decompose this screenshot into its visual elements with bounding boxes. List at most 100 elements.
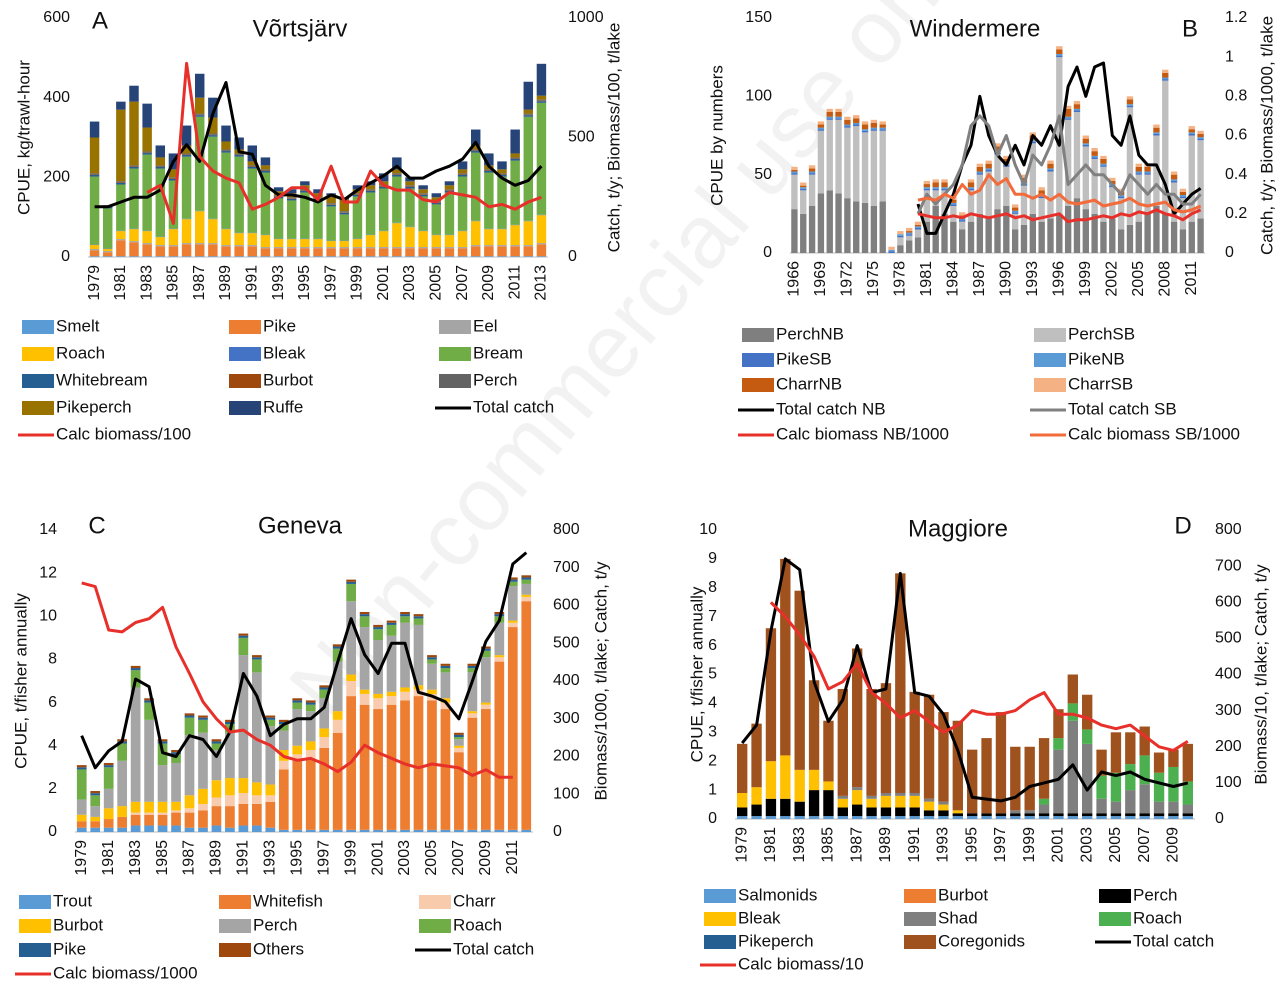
bar-segment [168, 178, 179, 181]
bar-segment [194, 243, 205, 245]
bar-segment [157, 812, 168, 815]
bar-segment [305, 711, 316, 742]
bar-segment [897, 235, 904, 238]
bar-segment [440, 663, 451, 666]
bar-segment [826, 190, 833, 253]
bar-segment [144, 702, 154, 720]
bar-segment [1126, 99, 1134, 105]
bar-segment [1188, 129, 1195, 133]
bar-segment [484, 172, 494, 229]
bar-segment [260, 170, 271, 173]
bar-segment [346, 681, 356, 697]
legend-swatch [439, 374, 471, 388]
bar-segment [252, 825, 262, 832]
bar-segment [116, 240, 126, 257]
bar-segment [853, 122, 860, 125]
bar-segment [300, 189, 310, 191]
bar-segment [880, 807, 892, 817]
bar-segment [1100, 163, 1107, 166]
bar-segment [1144, 171, 1151, 174]
line-series [80, 551, 528, 770]
bar-segment [1073, 112, 1081, 199]
bar-segment [507, 579, 518, 582]
bar-segment [895, 573, 906, 793]
bar-segment [238, 635, 249, 638]
bar-segment [208, 135, 218, 137]
line-series [94, 81, 543, 209]
bar-segment [967, 190, 975, 222]
bar-segment [510, 246, 520, 257]
y2-axis-label: Catch, t/y; Biomass/100, t/lake [604, 23, 623, 253]
bar-segment [1135, 166, 1142, 172]
bar-segment [247, 165, 258, 167]
bar-segment [897, 237, 904, 246]
bar-segment [211, 743, 222, 751]
x-tick-label: 1975 [865, 261, 882, 297]
bar-segment [1188, 221, 1195, 253]
bar-segment [234, 245, 244, 247]
bar-segment [853, 201, 860, 253]
bar-segment [198, 719, 208, 733]
bar-segment [286, 239, 297, 248]
bar-segment [1153, 124, 1160, 128]
bar-segment [888, 246, 895, 250]
bar-segment [866, 795, 877, 799]
bar-segment [431, 247, 442, 249]
bar-segment [130, 814, 141, 826]
bar-segment [365, 247, 376, 249]
bar-segment [852, 648, 863, 788]
bar-segment [914, 227, 922, 230]
bar-segment [252, 672, 262, 783]
bar-segment [1047, 168, 1054, 170]
bar-segment [359, 829, 370, 832]
bar-segment [129, 101, 139, 166]
legend-label: Calc biomass SB/1000 [1068, 424, 1240, 443]
bar-segment [494, 655, 505, 658]
bar-segment [292, 760, 303, 830]
bar-segment [386, 829, 397, 832]
legend-swatch [1099, 912, 1131, 926]
bar-segment [1056, 55, 1063, 58]
bar-segment [1038, 738, 1050, 799]
bar-segment [1067, 813, 1078, 817]
bar-segment [959, 212, 966, 216]
bar-segment [521, 594, 532, 597]
bar-segment [941, 179, 948, 183]
bar-segment [1011, 229, 1019, 253]
bar-segment [880, 683, 892, 793]
bar-segment [521, 583, 532, 595]
bar-segment [184, 808, 195, 813]
bar-segment [837, 798, 848, 808]
chart-title: Windermere [910, 15, 1041, 42]
bar-segment [1091, 155, 1098, 158]
y-tick-label: 10 [39, 608, 57, 625]
bar-segment [129, 242, 139, 257]
bar-segment [155, 245, 166, 247]
bar-segment [1038, 816, 1050, 819]
bar-segment [260, 169, 271, 171]
y2-tick-label: 0.4 [1225, 166, 1247, 183]
bar-segment [157, 814, 168, 826]
bar-segment [102, 256, 113, 257]
bar-segment [130, 665, 141, 669]
bar-segment [1056, 49, 1063, 55]
bar-segment [102, 249, 113, 252]
bar-segment [247, 256, 258, 257]
bar-segment [332, 732, 343, 830]
legend-label: Ruffe [263, 397, 303, 416]
bar-segment [494, 829, 505, 832]
legend-label: Bleak [738, 908, 781, 927]
bar-segment [1003, 155, 1010, 159]
bar-segment [1011, 212, 1019, 214]
y-tick-label: 0 [61, 248, 70, 265]
bar-segment [292, 700, 303, 703]
bar-segment [392, 248, 402, 257]
y2-tick-label: 0 [1215, 810, 1224, 827]
bar-segment [386, 620, 397, 623]
bar-segment [932, 179, 939, 183]
bar-segment [305, 758, 316, 830]
bar-segment [440, 709, 451, 830]
bar-segment [844, 126, 851, 128]
bar-segment [1020, 174, 1028, 178]
bar-segment [1197, 137, 1204, 139]
